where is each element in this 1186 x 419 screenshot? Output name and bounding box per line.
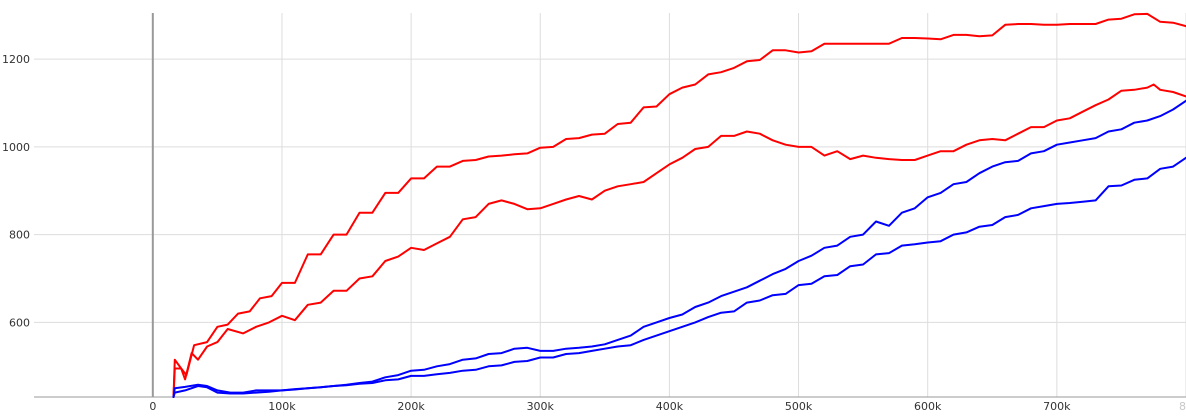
series-layer	[172, 12, 1186, 398]
x-tick-label: 0	[149, 400, 156, 413]
y-tick-label: 800	[9, 229, 30, 242]
tick-labels: 0 100k 200k 300k 400k 500k 600k 700k 80 600 800 100…	[2, 53, 1186, 413]
x-tick-label: 80	[1179, 400, 1186, 413]
y-tick-label: 600	[9, 316, 30, 329]
series-line-2	[172, 12, 1186, 398]
x-tick-label: 500k	[785, 400, 813, 413]
x-tick-label: 700k	[1043, 400, 1071, 413]
x-tick-label: 200k	[397, 400, 425, 413]
y-tick-label: 1200	[2, 53, 30, 66]
y-tick-label: 1000	[2, 141, 30, 154]
series-line-1	[172, 83, 1186, 398]
grid	[34, 13, 1186, 397]
x-tick-label: 600k	[914, 400, 942, 413]
series-line-4	[172, 99, 1186, 398]
axes	[34, 13, 1186, 398]
x-tick-label: 300k	[527, 400, 555, 413]
x-tick-label: 400k	[656, 400, 684, 413]
x-tick-label: 100k	[268, 400, 296, 413]
